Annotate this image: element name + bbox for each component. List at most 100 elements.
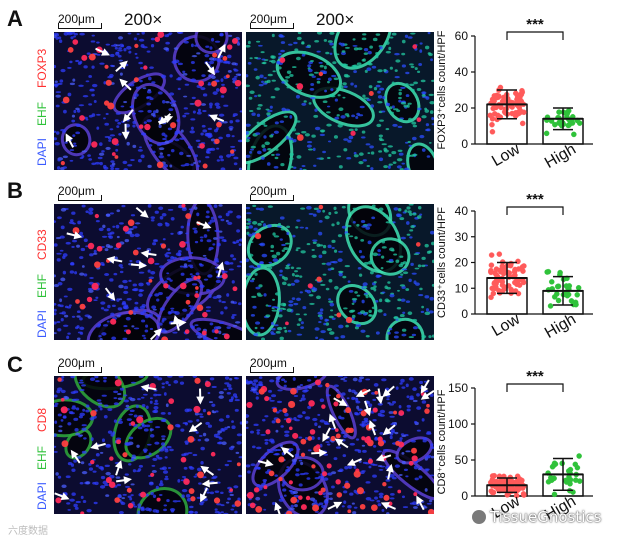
magnification-a1: 200× (124, 10, 162, 30)
y-tick-label: 150 (448, 381, 468, 395)
data-point (567, 481, 572, 486)
data-point (577, 453, 582, 458)
channel-dapi: DAPI (35, 138, 49, 166)
y-tick-label: 40 (455, 204, 469, 218)
data-point (565, 111, 570, 116)
watermark-right: TissueGnostics (472, 508, 601, 526)
y-tick-label: 100 (448, 417, 468, 431)
significance-label: *** (526, 16, 544, 33)
data-point (521, 491, 526, 496)
data-point (555, 284, 560, 289)
channel-dapi: DAPI (35, 310, 49, 338)
channel-ehf: EHF (35, 274, 49, 298)
data-point (571, 132, 576, 137)
significance-bracket (507, 32, 563, 40)
data-point (518, 109, 523, 114)
data-point (513, 110, 518, 115)
data-point (490, 116, 495, 121)
channel-label-c: DAPI EHF CD8 (30, 376, 52, 512)
data-point (545, 269, 550, 274)
channel-label-a: DAPI EHF FOXP3 (30, 32, 52, 168)
data-point (492, 111, 497, 116)
data-point (548, 475, 553, 480)
scalebar-c2: 200μm (250, 356, 294, 370)
y-tick-label: 0 (461, 489, 468, 503)
y-tick-label: 10 (455, 281, 469, 295)
data-point (488, 269, 493, 274)
data-point (489, 122, 494, 127)
data-point (496, 93, 501, 98)
data-point (490, 490, 495, 495)
y-axis-label: FOXP3⁺cells count/HPF (436, 30, 448, 149)
significance-label: *** (526, 191, 544, 208)
data-point (512, 280, 517, 285)
y-tick-label: 0 (461, 307, 468, 321)
scalebar-a2: 200μm (250, 12, 294, 26)
data-point (500, 283, 505, 288)
scalebar-a1: 200μm (58, 12, 102, 26)
data-point (520, 90, 525, 95)
data-point (513, 91, 518, 96)
micrograph-c-marker (54, 376, 242, 514)
channel-ehf: EHF (35, 446, 49, 470)
significance-bracket (507, 384, 563, 392)
data-point (492, 286, 497, 291)
y-tick-label: 0 (461, 137, 468, 151)
data-point (492, 281, 497, 286)
watermark-logo-icon (472, 510, 486, 524)
micrograph-c-ehf (246, 376, 434, 514)
y-tick-label: 20 (455, 101, 469, 115)
data-point (489, 252, 494, 257)
data-point (494, 266, 499, 271)
panel-letter-c: C (7, 352, 23, 378)
data-point (549, 279, 554, 284)
scalebar-b2: 200μm (250, 184, 294, 198)
data-point (488, 295, 493, 300)
scalebar-c1: 200μm (58, 356, 102, 370)
scalebar-b1: 200μm (58, 184, 102, 198)
micrograph-a-marker (54, 32, 242, 170)
data-point (520, 269, 525, 274)
data-point (556, 110, 561, 115)
data-point (565, 284, 570, 289)
data-point (575, 292, 580, 297)
panel-letter-b: B (7, 178, 23, 204)
channel-marker: FOXP3 (35, 48, 49, 88)
data-point (490, 129, 495, 134)
data-point (570, 120, 575, 125)
data-point (552, 461, 557, 466)
channel-marker: CD33 (35, 229, 49, 260)
channel-ehf: EHF (35, 102, 49, 126)
data-point (521, 280, 526, 285)
category-label: High (542, 141, 579, 172)
y-tick-label: 40 (455, 65, 469, 79)
data-point (501, 271, 506, 276)
panel-letter-a: A (7, 6, 23, 32)
y-tick-label: 30 (455, 230, 469, 244)
watermark-left: 六度数据 (8, 522, 48, 537)
micrograph-a-ehf (246, 32, 434, 170)
data-point (497, 487, 502, 492)
data-point (575, 465, 580, 470)
category-label: High (542, 311, 579, 342)
data-point (520, 121, 525, 126)
micrograph-b-marker (54, 204, 242, 340)
y-axis-label: CD8⁺cells count/HPF (436, 389, 448, 494)
data-point (554, 291, 559, 296)
channel-dapi: DAPI (35, 482, 49, 510)
y-tick-label: 50 (455, 453, 469, 467)
data-point (489, 263, 494, 268)
significance-bracket (507, 207, 563, 215)
magnification-a2: 200× (316, 10, 354, 30)
y-axis-label: CD33⁺cells count/HPF (436, 207, 448, 318)
data-point (515, 486, 520, 491)
data-point (563, 478, 568, 483)
micrograph-b-ehf (246, 204, 434, 340)
channel-marker: CD8 (35, 408, 49, 432)
data-point (552, 492, 557, 497)
data-point (568, 467, 573, 472)
category-label: Low (489, 311, 523, 341)
significance-label: *** (526, 368, 544, 385)
